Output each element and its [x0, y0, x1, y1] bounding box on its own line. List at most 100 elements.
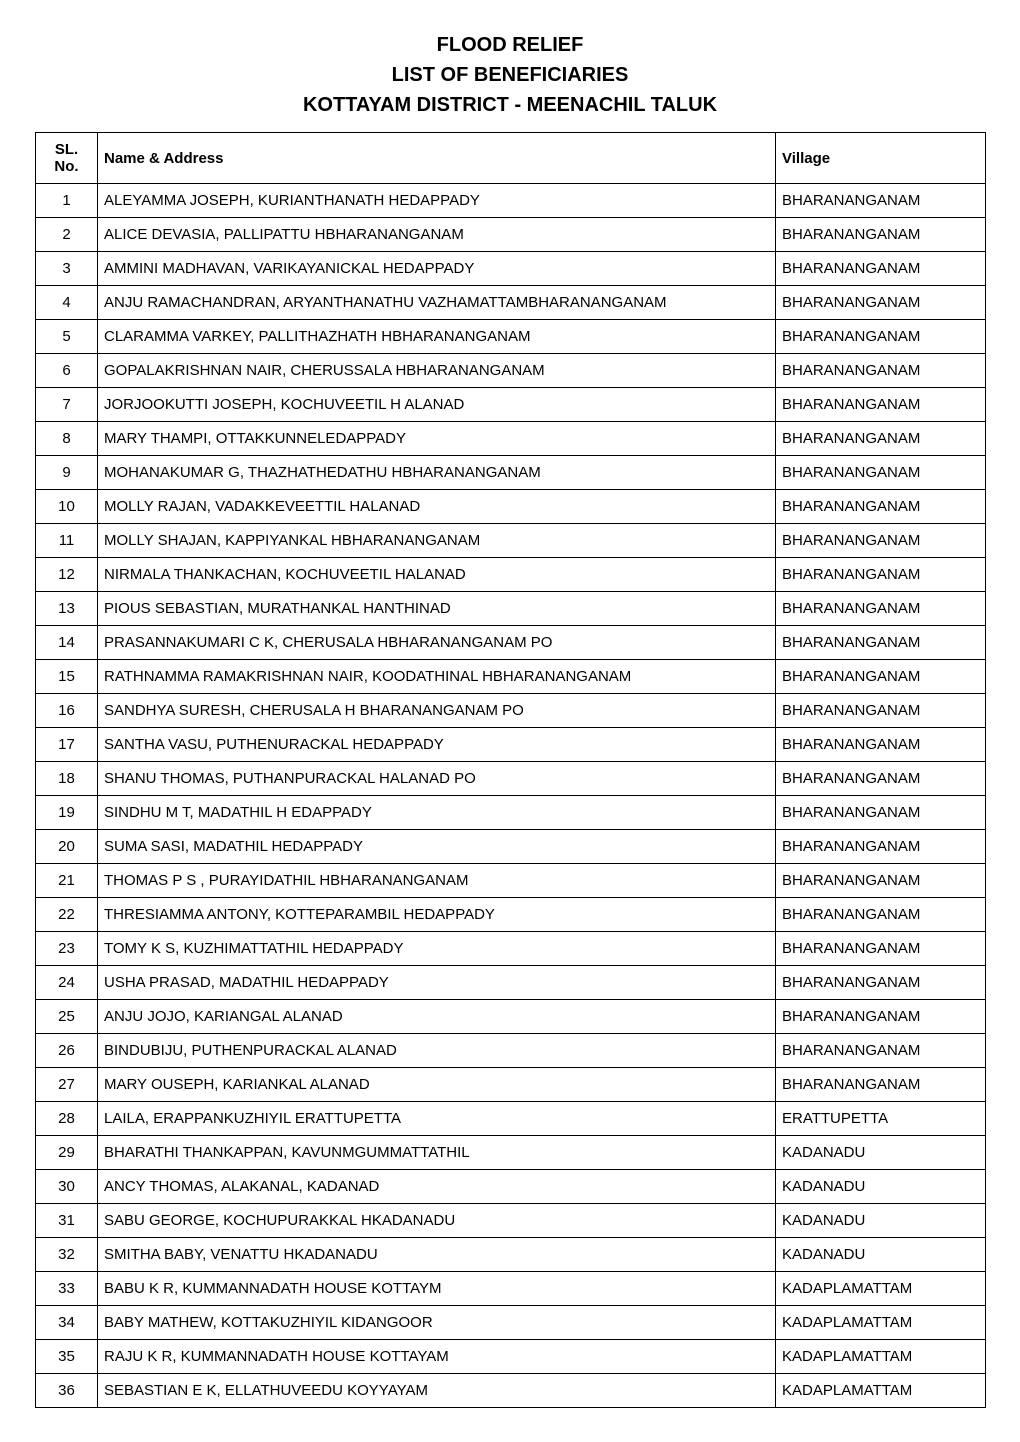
- cell-village: BHARANANGANAM: [776, 694, 986, 728]
- cell-name: SANTHA VASU, PUTHENURACKAL HEDAPPADY: [98, 728, 776, 762]
- cell-village: BHARANANGANAM: [776, 422, 986, 456]
- cell-name: THOMAS P S , PURAYIDATHIL HBHARANANGANAM: [98, 864, 776, 898]
- cell-village: BHARANANGANAM: [776, 830, 986, 864]
- cell-slno: 27: [36, 1068, 98, 1102]
- cell-name: NIRMALA THANKACHAN, KOCHUVEETIL HALANAD: [98, 558, 776, 592]
- table-row: 5CLARAMMA VARKEY, PALLITHAZHATH HBHARANA…: [36, 320, 986, 354]
- cell-slno: 22: [36, 898, 98, 932]
- cell-village: KADAPLAMATTAM: [776, 1340, 986, 1374]
- table-row: 21THOMAS P S , PURAYIDATHIL HBHARANANGAN…: [36, 864, 986, 898]
- table-row: 22THRESIAMMA ANTONY, KOTTEPARAMBIL HEDAP…: [36, 898, 986, 932]
- table-row: 18SHANU THOMAS, PUTHANPURACKAL HALANAD P…: [36, 762, 986, 796]
- cell-name: MOHANAKUMAR G, THAZHATHEDATHU HBHARANANG…: [98, 456, 776, 490]
- table-row: 17SANTHA VASU, PUTHENURACKAL HEDAPPADYBH…: [36, 728, 986, 762]
- table-row: 6GOPALAKRISHNAN NAIR, CHERUSSALA HBHARAN…: [36, 354, 986, 388]
- table-row: 13PIOUS SEBASTIAN, MURATHANKAL HANTHINAD…: [36, 592, 986, 626]
- document-header: FLOOD RELIEF LIST OF BENEFICIARIES KOTTA…: [35, 30, 985, 120]
- table-row: 34BABY MATHEW, KOTTAKUZHIYIL KIDANGOORKA…: [36, 1306, 986, 1340]
- cell-name: THRESIAMMA ANTONY, KOTTEPARAMBIL HEDAPPA…: [98, 898, 776, 932]
- cell-slno: 31: [36, 1204, 98, 1238]
- table-row: 31SABU GEORGE, KOCHUPURAKKAL HKADANADUKA…: [36, 1204, 986, 1238]
- cell-slno: 11: [36, 524, 98, 558]
- table-row: 25ANJU JOJO, KARIANGAL ALANADBHARANANGAN…: [36, 1000, 986, 1034]
- cell-slno: 2: [36, 218, 98, 252]
- cell-village: BHARANANGANAM: [776, 388, 986, 422]
- table-row: 29BHARATHI THANKAPPAN, KAVUNMGUMMATTATHI…: [36, 1136, 986, 1170]
- table-row: 35RAJU K R, KUMMANNADATH HOUSE KOTTAYAMK…: [36, 1340, 986, 1374]
- cell-village: BHARANANGANAM: [776, 898, 986, 932]
- cell-slno: 33: [36, 1272, 98, 1306]
- cell-name: JORJOOKUTTI JOSEPH, KOCHUVEETIL H ALANAD: [98, 388, 776, 422]
- table-row: 20SUMA SASI, MADATHIL HEDAPPADYBHARANANG…: [36, 830, 986, 864]
- cell-village: BHARANANGANAM: [776, 728, 986, 762]
- header-line-1: FLOOD RELIEF: [35, 30, 985, 60]
- cell-village: KADANADU: [776, 1136, 986, 1170]
- cell-village: BHARANANGANAM: [776, 524, 986, 558]
- cell-village: BHARANANGANAM: [776, 864, 986, 898]
- cell-village: BHARANANGANAM: [776, 966, 986, 1000]
- cell-name: ALEYAMMA JOSEPH, KURIANTHANATH HEDAPPADY: [98, 184, 776, 218]
- cell-name: GOPALAKRISHNAN NAIR, CHERUSSALA HBHARANA…: [98, 354, 776, 388]
- cell-name: MARY OUSEPH, KARIANKAL ALANAD: [98, 1068, 776, 1102]
- cell-name: ALICE DEVASIA, PALLIPATTU HBHARANANGANAM: [98, 218, 776, 252]
- cell-slno: 6: [36, 354, 98, 388]
- cell-village: BHARANANGANAM: [776, 354, 986, 388]
- table-row: 7JORJOOKUTTI JOSEPH, KOCHUVEETIL H ALANA…: [36, 388, 986, 422]
- cell-village: BHARANANGANAM: [776, 286, 986, 320]
- cell-name: BABU K R, KUMMANNADATH HOUSE KOTTAYM: [98, 1272, 776, 1306]
- cell-name: ANJU RAMACHANDRAN, ARYANTHANATHU VAZHAMA…: [98, 286, 776, 320]
- cell-slno: 24: [36, 966, 98, 1000]
- cell-slno: 30: [36, 1170, 98, 1204]
- cell-village: KADAPLAMATTAM: [776, 1374, 986, 1408]
- cell-name: RATHNAMMA RAMAKRISHNAN NAIR, KOODATHINAL…: [98, 660, 776, 694]
- cell-village: BHARANANGANAM: [776, 252, 986, 286]
- cell-village: BHARANANGANAM: [776, 762, 986, 796]
- col-header-slno: SL. No.: [36, 133, 98, 184]
- cell-name: TOMY K S, KUZHIMATTATHIL HEDAPPADY: [98, 932, 776, 966]
- cell-name: SINDHU M T, MADATHIL H EDAPPADY: [98, 796, 776, 830]
- table-row: 16SANDHYA SURESH, CHERUSALA H BHARANANGA…: [36, 694, 986, 728]
- cell-slno: 32: [36, 1238, 98, 1272]
- cell-slno: 35: [36, 1340, 98, 1374]
- col-header-village: Village: [776, 133, 986, 184]
- cell-village: BHARANANGANAM: [776, 320, 986, 354]
- table-row: 14PRASANNAKUMARI C K, CHERUSALA HBHARANA…: [36, 626, 986, 660]
- cell-name: CLARAMMA VARKEY, PALLITHAZHATH HBHARANAN…: [98, 320, 776, 354]
- cell-name: ANCY THOMAS, ALAKANAL, KADANAD: [98, 1170, 776, 1204]
- cell-slno: 18: [36, 762, 98, 796]
- cell-slno: 23: [36, 932, 98, 966]
- cell-village: BHARANANGANAM: [776, 558, 986, 592]
- cell-slno: 26: [36, 1034, 98, 1068]
- cell-name: SUMA SASI, MADATHIL HEDAPPADY: [98, 830, 776, 864]
- cell-name: AMMINI MADHAVAN, VARIKAYANICKAL HEDAPPAD…: [98, 252, 776, 286]
- table-row: 12NIRMALA THANKACHAN, KOCHUVEETIL HALANA…: [36, 558, 986, 592]
- cell-village: BHARANANGANAM: [776, 1000, 986, 1034]
- cell-name: PRASANNAKUMARI C K, CHERUSALA HBHARANANG…: [98, 626, 776, 660]
- cell-name: PIOUS SEBASTIAN, MURATHANKAL HANTHINAD: [98, 592, 776, 626]
- cell-village: BHARANANGANAM: [776, 1034, 986, 1068]
- table-body: 1ALEYAMMA JOSEPH, KURIANTHANATH HEDAPPAD…: [36, 184, 986, 1408]
- cell-village: BHARANANGANAM: [776, 932, 986, 966]
- table-row: 11MOLLY SHAJAN, KAPPIYANKAL HBHARANANGAN…: [36, 524, 986, 558]
- table-row: 4ANJU RAMACHANDRAN, ARYANTHANATHU VAZHAM…: [36, 286, 986, 320]
- table-header-row: SL. No. Name & Address Village: [36, 133, 986, 184]
- cell-name: SABU GEORGE, KOCHUPURAKKAL HKADANADU: [98, 1204, 776, 1238]
- cell-slno: 1: [36, 184, 98, 218]
- header-line-3: KOTTAYAM DISTRICT - MEENACHIL TALUK: [35, 90, 985, 120]
- cell-name: SMITHA BABY, VENATTU HKADANADU: [98, 1238, 776, 1272]
- cell-slno: 3: [36, 252, 98, 286]
- cell-slno: 7: [36, 388, 98, 422]
- cell-slno: 14: [36, 626, 98, 660]
- table-row: 15RATHNAMMA RAMAKRISHNAN NAIR, KOODATHIN…: [36, 660, 986, 694]
- cell-slno: 29: [36, 1136, 98, 1170]
- table-row: 19SINDHU M T, MADATHIL H EDAPPADYBHARANA…: [36, 796, 986, 830]
- cell-village: BHARANANGANAM: [776, 218, 986, 252]
- cell-slno: 10: [36, 490, 98, 524]
- cell-name: BHARATHI THANKAPPAN, KAVUNMGUMMATTATHIL: [98, 1136, 776, 1170]
- cell-village: BHARANANGANAM: [776, 456, 986, 490]
- cell-name: SANDHYA SURESH, CHERUSALA H BHARANANGANA…: [98, 694, 776, 728]
- table-row: 23TOMY K S, KUZHIMATTATHIL HEDAPPADYBHAR…: [36, 932, 986, 966]
- cell-name: SEBASTIAN E K, ELLATHUVEEDU KOYYAYAM: [98, 1374, 776, 1408]
- cell-village: BHARANANGANAM: [776, 184, 986, 218]
- cell-village: KADANADU: [776, 1238, 986, 1272]
